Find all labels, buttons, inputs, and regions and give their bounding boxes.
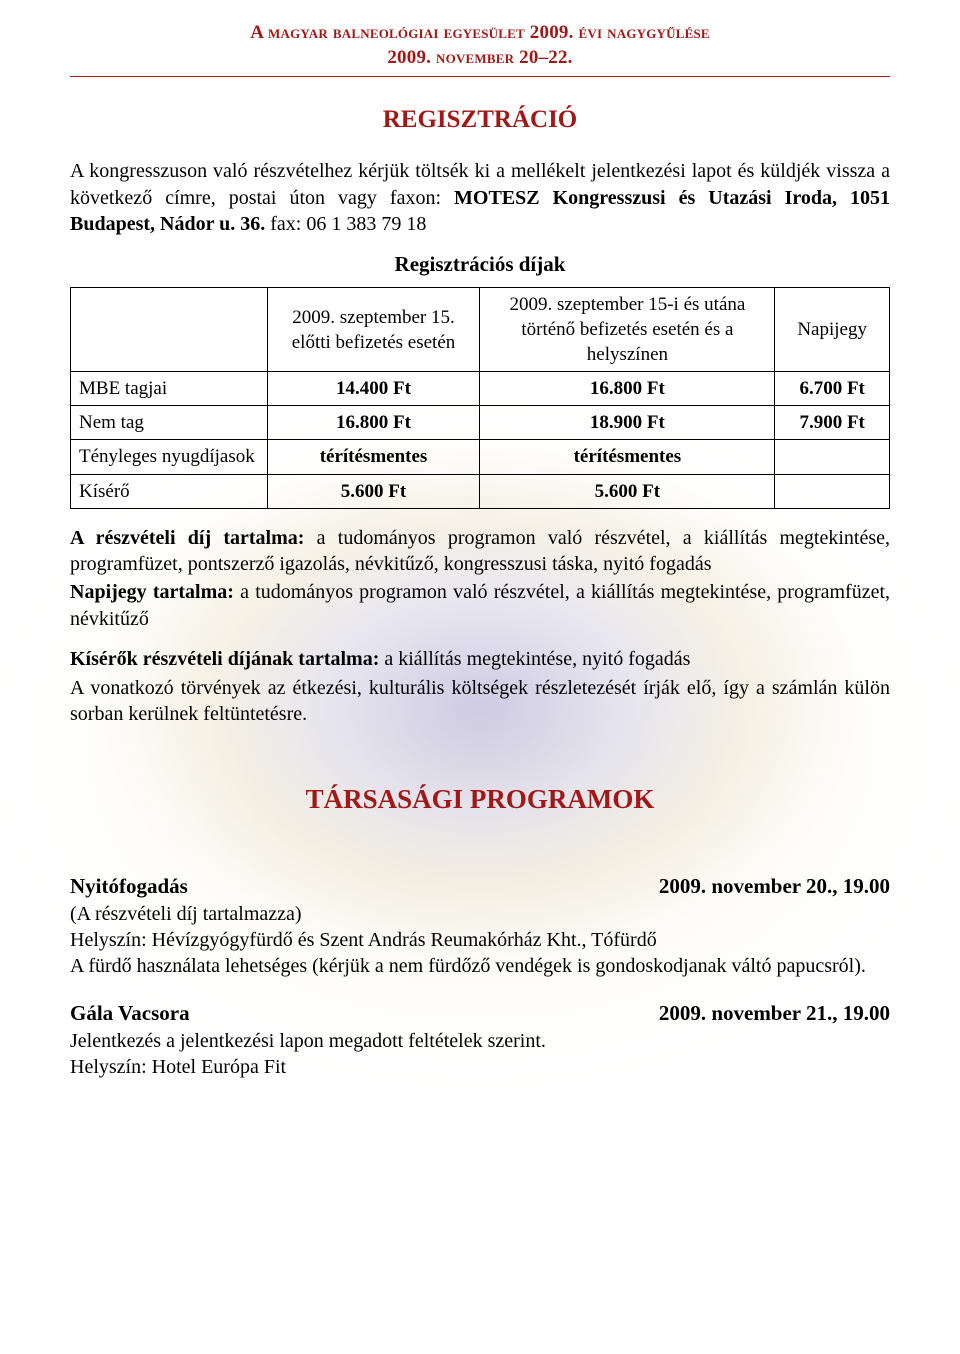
cell: térítésmentes — [267, 440, 480, 474]
registration-intro: A kongresszuson való részvételhez kérjük… — [70, 158, 890, 237]
th1: 2009. szeptember 15. előtti befizetés es… — [267, 288, 480, 372]
row-label: Kísérő — [71, 474, 268, 508]
p3-rest: a kiállítás megtekintése, nyitó fogadás — [379, 648, 690, 670]
event1-name: Nyitófogadás — [70, 873, 188, 901]
p3-bold: Kísérők részvételi díjának tartalma: — [70, 648, 379, 670]
cell: 7.900 Ft — [775, 406, 890, 440]
table-row: Kísérő 5.600 Ft 5.600 Ft — [71, 474, 890, 508]
event-block-1: Nyitófogadás 2009. november 20., 19.00 (… — [70, 873, 890, 980]
table-header-row: 2009. szeptember 15. előtti befizetés es… — [71, 288, 890, 372]
fees-subtitle: Regisztrációs díjak — [70, 251, 890, 279]
header-line2: 2009. november 20–22. — [70, 45, 890, 70]
cell: 16.800 Ft — [480, 372, 775, 406]
header-rule — [70, 76, 890, 77]
event2-line1: Jelentkezés a jelentkezési lapon megadot… — [70, 1028, 890, 1054]
p1-bold: A részvételi díj tartalma: — [70, 527, 304, 549]
event2-line2: Helyszín: Hotel Európa Fit — [70, 1054, 890, 1080]
event1-line2: Helyszín: Hévízgyógyfürdő és Szent Andrá… — [70, 927, 890, 953]
event1-date: 2009. november 20., 19.00 — [659, 873, 890, 901]
table-row: MBE tagjai 14.400 Ft 16.800 Ft 6.700 Ft — [71, 372, 890, 406]
p2-bold: Napijegy tartalma: — [70, 581, 234, 603]
event2-name: Gála Vacsora — [70, 1000, 190, 1028]
event1-header: Nyitófogadás 2009. november 20., 19.00 — [70, 873, 890, 901]
table-row: Tényleges nyugdíjasok térítésmentes térí… — [71, 440, 890, 474]
event2-date: 2009. november 21., 19.00 — [659, 1000, 890, 1028]
cell: térítésmentes — [480, 440, 775, 474]
cell: 14.400 Ft — [267, 372, 480, 406]
event1-line1: (A részvételi díj tartalmazza) — [70, 901, 890, 927]
programs-title: TÁRSASÁGI PROGRAMOK — [70, 782, 890, 818]
content-para-3: Kísérők részvételi díjának tartalma: a k… — [70, 646, 890, 672]
cell: 16.800 Ft — [267, 406, 480, 440]
content-para-2: Napijegy tartalma: a tudományos programo… — [70, 579, 890, 632]
th0 — [71, 288, 268, 372]
th3: Napijegy — [775, 288, 890, 372]
content-para-1: A részvételi díj tartalma: a tudományos … — [70, 525, 890, 578]
header-line1: A magyar balneológiai egyesület 2009. év… — [70, 20, 890, 45]
row-label: Tényleges nyugdíjasok — [71, 440, 268, 474]
th2: 2009. szeptember 15-i és utána történő b… — [480, 288, 775, 372]
cell: 5.600 Ft — [267, 474, 480, 508]
cell — [775, 474, 890, 508]
row-label: Nem tag — [71, 406, 268, 440]
event1-line3: A fürdő használata lehetséges (kérjük a … — [70, 953, 890, 979]
row-label: MBE tagjai — [71, 372, 268, 406]
cell — [775, 440, 890, 474]
intro-suffix: fax: 06 1 383 79 18 — [265, 213, 426, 235]
table-row: Nem tag 16.800 Ft 18.900 Ft 7.900 Ft — [71, 406, 890, 440]
fees-table: 2009. szeptember 15. előtti befizetés es… — [70, 287, 890, 509]
cell: 18.900 Ft — [480, 406, 775, 440]
page-header: A magyar balneológiai egyesület 2009. év… — [70, 20, 890, 70]
registration-title: REGISZTRÁCIÓ — [70, 103, 890, 136]
event-block-2: Gála Vacsora 2009. november 21., 19.00 J… — [70, 1000, 890, 1081]
cell: 6.700 Ft — [775, 372, 890, 406]
event2-header: Gála Vacsora 2009. november 21., 19.00 — [70, 1000, 890, 1028]
content-para-4: A vonatkozó törvények az étkezési, kultu… — [70, 675, 890, 728]
cell: 5.600 Ft — [480, 474, 775, 508]
